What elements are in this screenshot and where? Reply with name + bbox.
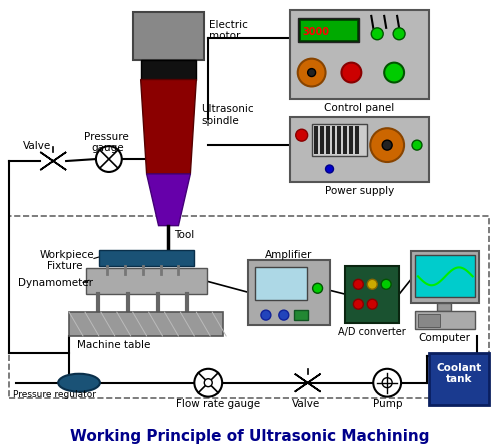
Polygon shape <box>294 374 320 392</box>
Circle shape <box>279 310 289 320</box>
Bar <box>10 215 488 398</box>
Text: Machine table: Machine table <box>77 340 150 350</box>
Text: tank: tank <box>446 374 472 384</box>
Bar <box>69 312 223 336</box>
Circle shape <box>354 279 364 289</box>
Text: Pressure regulator: Pressure regulator <box>14 390 96 399</box>
Ellipse shape <box>58 374 100 392</box>
Text: Amplifier: Amplifier <box>265 250 312 260</box>
Text: Working Principle of Ultrasonic Machining: Working Principle of Ultrasonic Machinin… <box>70 430 430 444</box>
Bar <box>418 314 440 327</box>
Text: Pump: Pump <box>374 399 403 409</box>
Bar <box>350 126 354 154</box>
Bar <box>86 268 208 294</box>
Text: Workpiece: Workpiece <box>40 250 94 260</box>
Text: Electric: Electric <box>209 20 248 30</box>
Text: Computer: Computer <box>419 333 471 343</box>
Text: A/D converter: A/D converter <box>338 327 406 337</box>
Circle shape <box>261 310 271 320</box>
Circle shape <box>372 28 383 40</box>
Bar <box>298 18 360 42</box>
Polygon shape <box>40 152 66 170</box>
Circle shape <box>374 369 401 396</box>
Bar <box>294 310 308 320</box>
Bar <box>415 255 474 297</box>
Text: Dynamometer: Dynamometer <box>18 278 94 289</box>
Text: Coolant: Coolant <box>436 363 482 373</box>
Text: Valve: Valve <box>292 399 320 409</box>
Bar <box>411 251 478 303</box>
Text: spindle: spindle <box>202 116 239 126</box>
Circle shape <box>296 129 308 141</box>
Bar <box>312 124 368 156</box>
Circle shape <box>382 140 392 150</box>
Bar <box>437 303 451 311</box>
Circle shape <box>354 299 364 309</box>
Circle shape <box>342 63 361 82</box>
Bar <box>429 353 488 405</box>
Circle shape <box>308 69 316 77</box>
Circle shape <box>382 378 392 388</box>
Text: Valve: Valve <box>24 141 52 151</box>
Polygon shape <box>294 374 320 392</box>
Circle shape <box>384 63 404 82</box>
Circle shape <box>96 146 122 172</box>
Bar <box>140 60 196 80</box>
Circle shape <box>412 140 422 150</box>
Bar <box>338 126 342 154</box>
Bar <box>290 10 429 99</box>
Text: Power supply: Power supply <box>324 186 394 196</box>
Bar <box>415 311 474 329</box>
Circle shape <box>204 379 212 387</box>
Text: Tool: Tool <box>174 230 195 240</box>
Polygon shape <box>146 174 190 226</box>
Bar <box>346 267 399 323</box>
Circle shape <box>393 28 405 40</box>
Text: Fixture: Fixture <box>47 262 82 271</box>
Circle shape <box>381 279 391 289</box>
Bar <box>300 20 358 40</box>
Circle shape <box>326 165 334 173</box>
Circle shape <box>298 59 326 86</box>
Bar <box>290 117 429 182</box>
Text: Control panel: Control panel <box>324 103 394 113</box>
Circle shape <box>368 279 377 289</box>
Text: gauge: gauge <box>91 143 124 153</box>
Bar <box>132 12 204 60</box>
Text: Flow rate gauge: Flow rate gauge <box>176 399 260 409</box>
Circle shape <box>370 128 404 162</box>
Text: Ultrasonic: Ultrasonic <box>202 104 254 114</box>
Bar <box>255 267 306 300</box>
Bar <box>356 126 360 154</box>
Polygon shape <box>140 80 196 174</box>
Bar <box>332 126 336 154</box>
Circle shape <box>312 283 322 293</box>
Text: Pressure: Pressure <box>84 132 128 142</box>
Bar <box>314 126 318 154</box>
Text: 3000: 3000 <box>302 27 330 37</box>
Circle shape <box>194 369 222 396</box>
Text: motor: motor <box>209 31 240 41</box>
Bar <box>248 260 330 325</box>
Bar <box>320 126 324 154</box>
Bar <box>99 250 194 267</box>
Circle shape <box>368 299 377 309</box>
Bar <box>326 126 330 154</box>
Bar <box>344 126 347 154</box>
Polygon shape <box>40 152 66 170</box>
